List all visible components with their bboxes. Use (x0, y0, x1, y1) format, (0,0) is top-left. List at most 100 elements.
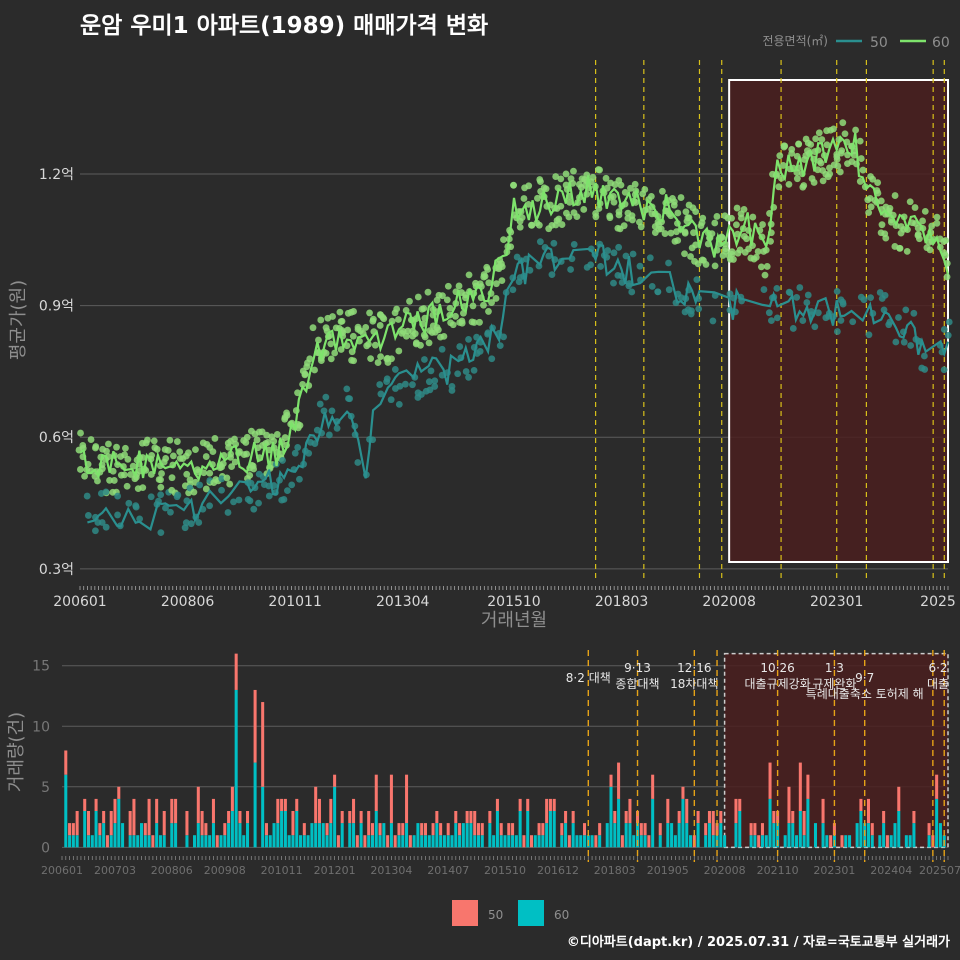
chart-title: 운암 우미1 아파트(1989) 매매가격 변화 (80, 13, 489, 39)
point-60 (92, 444, 99, 452)
bar-50 (598, 823, 602, 836)
bar-60 (401, 835, 405, 848)
point-60 (933, 213, 941, 221)
bar-50 (488, 811, 492, 824)
point-60 (103, 447, 110, 455)
bar-60 (798, 811, 802, 848)
point-50 (311, 440, 319, 448)
point-60 (480, 271, 488, 278)
point-50 (488, 355, 496, 363)
bar-50 (439, 823, 443, 836)
bar-60 (590, 835, 594, 848)
point-60 (592, 213, 600, 221)
point-60 (728, 248, 736, 256)
point-60 (838, 147, 846, 155)
bar-60 (806, 798, 810, 848)
bar-60 (208, 835, 212, 848)
point-50 (465, 373, 472, 381)
price-y-tick-label: 0.6억 (39, 430, 74, 446)
point-50 (500, 333, 508, 341)
bar-50 (647, 835, 651, 848)
price-y-tick-label: 1.2억 (39, 167, 74, 183)
point-60 (485, 308, 492, 315)
bar-50 (480, 823, 484, 836)
bar-50 (495, 798, 499, 811)
bar-60 (230, 811, 234, 848)
bar-60 (537, 835, 541, 848)
bar-50 (355, 835, 359, 848)
point-60 (565, 213, 573, 221)
bar-60 (548, 811, 552, 848)
point-50 (688, 307, 695, 315)
point-60 (589, 173, 597, 181)
point-60 (631, 180, 639, 188)
point-50 (383, 378, 391, 386)
point-60 (711, 219, 719, 227)
point-50 (296, 475, 303, 483)
point-60 (421, 333, 429, 341)
point-50 (629, 250, 637, 258)
point-60 (677, 194, 685, 201)
point-50 (839, 300, 847, 308)
volume-x-tick-label: 201905 (647, 864, 689, 877)
bar-60 (753, 835, 757, 848)
point-60 (315, 336, 322, 344)
volume-x-tick-label: 200601 (41, 864, 83, 877)
bar-50 (185, 811, 189, 836)
bar-50 (405, 774, 409, 824)
bar-50 (537, 823, 541, 836)
bar-50 (620, 835, 624, 848)
bar-50 (348, 811, 352, 824)
bar-60 (238, 823, 242, 848)
point-60 (833, 153, 841, 161)
point-60 (647, 192, 655, 200)
point-50 (125, 499, 133, 507)
point-60 (176, 448, 184, 456)
volume-x-tick-label: 201612 (537, 864, 579, 877)
point-50 (431, 383, 439, 390)
point-60 (369, 317, 377, 325)
point-60 (327, 340, 335, 348)
bar-60 (352, 823, 356, 848)
bar-60 (431, 835, 435, 848)
bar-50 (200, 811, 204, 836)
bar-60 (681, 798, 685, 848)
point-50 (765, 309, 773, 317)
bar-60 (211, 823, 215, 848)
bar-60 (787, 823, 791, 848)
bar-60 (420, 835, 424, 848)
point-60 (683, 217, 691, 225)
bar-50 (870, 823, 874, 836)
point-60 (681, 250, 688, 258)
point-60 (425, 339, 433, 347)
bar-60 (325, 835, 329, 848)
bar-60 (912, 823, 916, 848)
point-60 (615, 208, 623, 216)
point-60 (242, 439, 250, 446)
point-60 (336, 308, 344, 316)
point-60 (476, 318, 483, 326)
bar-50 (196, 786, 200, 824)
price-panel: 0.3억 0.6억 0.9억 1.2억 200601 200806 201011 201304… (8, 34, 956, 631)
point-60 (553, 217, 561, 224)
point-60 (243, 450, 251, 458)
price-x-tick-label: 201803 (595, 594, 648, 610)
bar-50 (295, 798, 299, 811)
point-60 (736, 246, 744, 254)
point-60 (525, 182, 533, 190)
bar-60 (261, 786, 265, 848)
price-x-tick-label: 200806 (161, 594, 215, 610)
point-60 (812, 135, 820, 143)
bar-50 (935, 774, 939, 799)
bar-60 (461, 823, 465, 848)
bar-60 (514, 835, 518, 848)
bar-60 (306, 835, 310, 848)
point-50 (102, 488, 110, 496)
bar-50 (840, 835, 844, 848)
bar-50 (776, 811, 780, 824)
bar-60 (904, 835, 908, 848)
bar-60 (227, 823, 231, 848)
point-60 (281, 434, 289, 441)
point-50 (218, 475, 226, 483)
volume-legend-label-60: 60 (554, 908, 569, 922)
